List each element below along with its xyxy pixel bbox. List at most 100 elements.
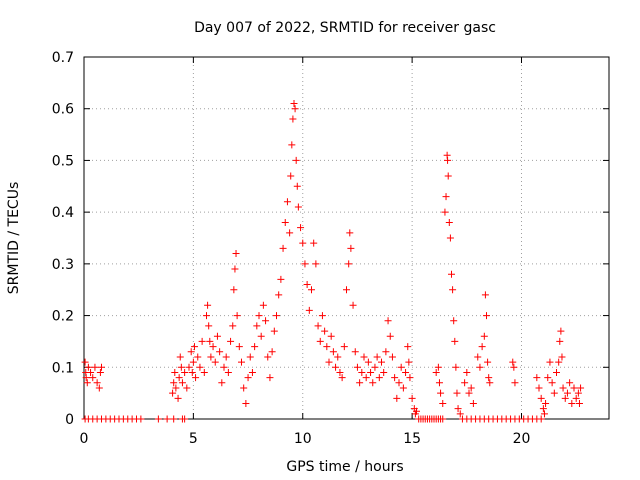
data-point bbox=[81, 358, 89, 366]
data-point bbox=[204, 301, 212, 309]
data-point bbox=[360, 353, 368, 361]
data-point bbox=[393, 394, 401, 402]
data-point bbox=[452, 363, 460, 371]
data-point bbox=[301, 260, 309, 268]
data-point bbox=[327, 332, 335, 340]
data-point bbox=[188, 368, 196, 376]
data-point bbox=[262, 317, 270, 325]
data-point bbox=[273, 312, 280, 320]
data-point bbox=[555, 358, 563, 366]
data-point bbox=[242, 399, 250, 407]
data-point bbox=[270, 327, 278, 335]
data-point bbox=[437, 389, 445, 397]
data-point bbox=[386, 332, 394, 340]
data-point bbox=[233, 312, 241, 320]
data-point bbox=[174, 394, 182, 402]
data-point bbox=[478, 343, 486, 351]
data-point bbox=[198, 337, 206, 345]
data-point bbox=[222, 353, 230, 361]
data-point bbox=[382, 348, 390, 356]
data-point bbox=[229, 322, 237, 330]
data-point bbox=[371, 363, 379, 371]
data-point bbox=[91, 363, 99, 371]
data-point bbox=[535, 384, 543, 392]
data-point bbox=[384, 317, 392, 325]
data-point bbox=[177, 363, 185, 371]
data-point bbox=[476, 363, 484, 371]
data-point bbox=[405, 358, 413, 366]
data-point bbox=[510, 363, 518, 371]
data-point bbox=[205, 322, 213, 330]
data-point bbox=[558, 353, 566, 361]
grid-lines bbox=[84, 57, 609, 419]
data-point bbox=[456, 410, 464, 418]
data-point bbox=[190, 343, 198, 351]
data-point bbox=[329, 348, 337, 356]
data-point bbox=[441, 208, 449, 216]
data-point bbox=[511, 379, 519, 387]
data-point bbox=[349, 301, 357, 309]
data-point bbox=[194, 353, 202, 361]
data-point bbox=[192, 374, 200, 382]
x-tick-label: 5 bbox=[189, 431, 198, 447]
data-point bbox=[259, 301, 267, 309]
data-point bbox=[196, 363, 204, 371]
data-point bbox=[312, 260, 320, 268]
data-point bbox=[286, 229, 294, 237]
data-point bbox=[314, 322, 322, 330]
data-point bbox=[178, 379, 186, 387]
data-point bbox=[181, 368, 189, 376]
plot-frame bbox=[83, 56, 610, 420]
y-tick-label: 0.5 bbox=[52, 153, 74, 169]
data-point bbox=[294, 203, 302, 211]
data-points bbox=[81, 100, 585, 423]
data-point bbox=[544, 374, 552, 382]
data-point bbox=[442, 193, 450, 201]
data-point bbox=[539, 405, 547, 413]
x-tick-label: 15 bbox=[403, 431, 421, 447]
data-point bbox=[336, 368, 344, 376]
data-point bbox=[451, 337, 459, 345]
data-point bbox=[216, 348, 224, 356]
data-point bbox=[486, 379, 494, 387]
data-point bbox=[563, 389, 571, 397]
data-point bbox=[483, 312, 490, 320]
data-point bbox=[351, 348, 359, 356]
y-tick-label: 0 bbox=[65, 412, 74, 428]
data-point bbox=[163, 415, 171, 423]
data-point bbox=[297, 224, 305, 232]
data-point bbox=[575, 399, 583, 407]
data-point bbox=[316, 337, 324, 345]
y-tick-label: 0.2 bbox=[52, 309, 74, 325]
data-point bbox=[220, 363, 228, 371]
data-point bbox=[308, 286, 315, 294]
data-point bbox=[183, 384, 191, 392]
data-point bbox=[439, 399, 447, 407]
x-tick-label: 20 bbox=[513, 431, 531, 447]
data-point bbox=[206, 337, 214, 345]
data-point bbox=[207, 353, 215, 361]
data-point bbox=[292, 156, 300, 164]
data-point bbox=[480, 332, 488, 340]
data-point bbox=[87, 368, 95, 376]
data-point bbox=[255, 312, 263, 320]
data-point bbox=[251, 343, 259, 351]
data-point bbox=[318, 312, 326, 320]
data-point bbox=[453, 389, 461, 397]
data-point bbox=[170, 415, 178, 423]
data-point bbox=[288, 141, 296, 149]
data-point bbox=[375, 374, 383, 382]
data-point bbox=[369, 379, 377, 387]
data-point bbox=[279, 244, 287, 252]
data-point bbox=[235, 343, 243, 351]
data-point bbox=[373, 353, 381, 361]
y-tick-label: 0.1 bbox=[52, 360, 74, 376]
data-point bbox=[432, 368, 440, 376]
data-point bbox=[570, 384, 578, 392]
data-point bbox=[175, 374, 183, 382]
data-point bbox=[82, 374, 90, 382]
data-point bbox=[556, 337, 564, 345]
data-point bbox=[287, 172, 295, 180]
y-tick-label: 0.7 bbox=[52, 50, 74, 66]
